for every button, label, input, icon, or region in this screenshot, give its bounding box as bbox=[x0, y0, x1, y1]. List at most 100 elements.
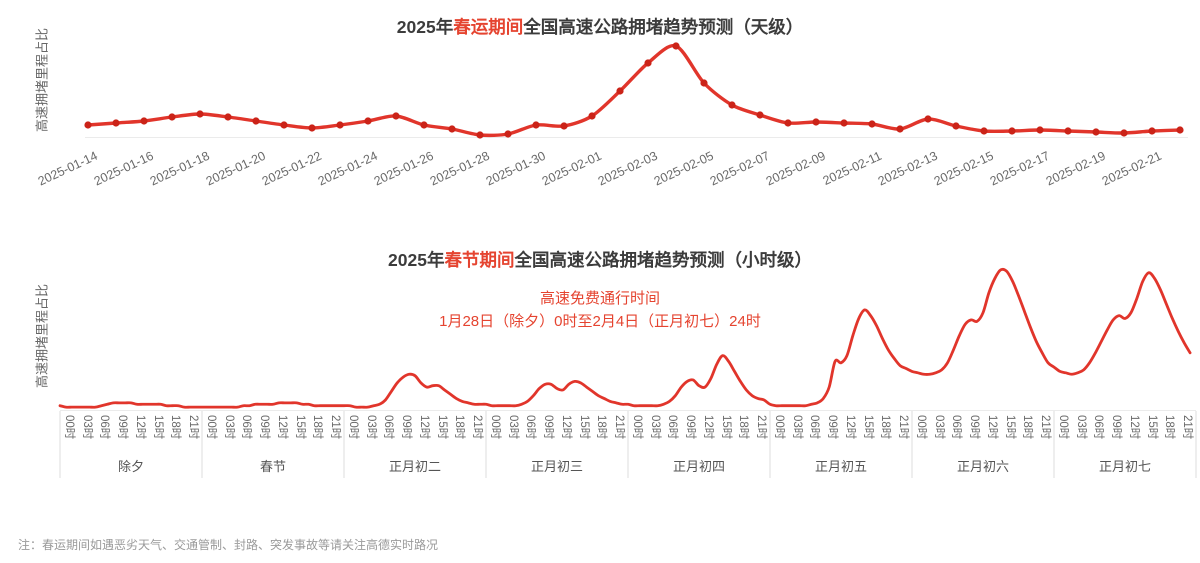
daily-data-point bbox=[896, 125, 904, 133]
hour-tick-label: 15时 bbox=[1145, 415, 1158, 440]
daily-x-tick-label: 2025-01-20 bbox=[203, 148, 268, 189]
hourly-title-highlight: 春节期间 bbox=[444, 250, 515, 270]
hour-tick-label: 09时 bbox=[684, 415, 697, 440]
daily-x-tick-label: 2025-02-19 bbox=[1043, 148, 1108, 189]
daily-x-tick-label: 2025-02-21 bbox=[1099, 148, 1164, 189]
hour-tick-label: 21时 bbox=[897, 415, 910, 440]
daily-data-point bbox=[672, 42, 680, 50]
hour-tick-label: 12时 bbox=[275, 415, 288, 440]
daily-y-axis-label: 高速拥堵里程占比 bbox=[34, 27, 50, 133]
daily-data-point bbox=[364, 117, 372, 125]
daily-x-tick-label: 2025-02-15 bbox=[931, 148, 996, 189]
daily-data-point bbox=[1092, 128, 1100, 136]
hour-tick-label: 06时 bbox=[98, 415, 111, 440]
daily-data-point bbox=[728, 101, 736, 109]
hour-tick-label: 00时 bbox=[914, 415, 927, 440]
daily-data-point bbox=[140, 117, 148, 125]
daily-data-points bbox=[84, 42, 1184, 139]
daily-x-tick-label: 2025-02-11 bbox=[820, 148, 884, 189]
daily-data-point bbox=[252, 117, 260, 125]
daily-x-tick-label: 2025-02-09 bbox=[763, 148, 828, 189]
hour-tick-label: 06时 bbox=[1092, 415, 1105, 440]
hour-tick-label: 21时 bbox=[755, 415, 768, 440]
daily-data-point bbox=[616, 87, 624, 95]
toll-free-annotation: 高速免费通行时间 1月28日（除夕）0时至2月4日（正月初七）24时 bbox=[0, 287, 1200, 333]
daily-x-tick-label: 2025-01-30 bbox=[483, 148, 548, 189]
hourly-chart-title: 2025年春节期间全国高速公路拥堵趋势预测（小时级） bbox=[0, 247, 1200, 272]
hour-tick-label: 12时 bbox=[843, 415, 856, 440]
toll-free-annotation-line1: 高速免费通行时间 bbox=[539, 290, 660, 307]
daily-data-point bbox=[476, 131, 484, 139]
hourly-title-prefix: 2025年 bbox=[388, 250, 445, 270]
hour-tick-label: 18时 bbox=[453, 415, 466, 440]
daily-x-tick-label: 2025-02-17 bbox=[987, 148, 1052, 189]
hour-tick-label: 12时 bbox=[1127, 415, 1140, 440]
hour-tick-label: 18时 bbox=[737, 415, 750, 440]
hour-tick-label: 21时 bbox=[187, 415, 200, 440]
hour-tick-label: 15时 bbox=[1003, 415, 1016, 440]
daily-x-tick-label: 2025-01-26 bbox=[371, 148, 436, 189]
daily-data-point bbox=[1148, 127, 1156, 135]
footnote: 注：春运期间如遇恶劣天气、交通管制、封路、突发事故等请关注高德实时路况 bbox=[18, 538, 439, 552]
daily-data-point bbox=[1176, 126, 1184, 134]
daily-data-point bbox=[560, 122, 568, 130]
hour-tick-label: 00时 bbox=[204, 415, 217, 440]
hour-tick-label: 03时 bbox=[222, 415, 235, 440]
hour-tick-label: 03时 bbox=[1074, 415, 1087, 440]
daily-x-tick-label: 2025-01-18 bbox=[147, 148, 212, 189]
daily-data-point bbox=[308, 124, 316, 132]
hour-tick-label: 18时 bbox=[1021, 415, 1034, 440]
daily-data-point bbox=[84, 121, 92, 129]
daily-data-point bbox=[504, 130, 512, 138]
hour-tick-label: 00时 bbox=[772, 415, 785, 440]
daily-x-tick-label: 2025-01-24 bbox=[315, 148, 380, 189]
daily-data-point bbox=[280, 121, 288, 129]
hour-tick-label: 00时 bbox=[1056, 415, 1069, 440]
daily-data-point bbox=[112, 119, 120, 127]
daily-title-highlight: 春运期间 bbox=[453, 17, 524, 37]
hour-tick-label: 21时 bbox=[471, 415, 484, 440]
daily-x-tick-label: 2025-02-07 bbox=[707, 148, 772, 189]
daily-data-point bbox=[420, 121, 428, 129]
daily-data-point bbox=[1008, 127, 1016, 135]
hour-tick-label: 03时 bbox=[648, 415, 661, 440]
hour-tick-label: 09时 bbox=[400, 415, 413, 440]
hour-tick-label: 18时 bbox=[879, 415, 892, 440]
daily-data-point bbox=[756, 111, 764, 119]
daily-data-point bbox=[532, 121, 540, 129]
day-group-label: 正月初七 bbox=[1098, 459, 1151, 474]
hour-tick-label: 21时 bbox=[1039, 415, 1052, 440]
daily-data-point bbox=[1036, 126, 1044, 134]
hour-tick-label: 00时 bbox=[62, 415, 75, 440]
day-group-label: 正月初二 bbox=[388, 459, 441, 474]
hour-tick-label: 12时 bbox=[417, 415, 430, 440]
daily-data-point bbox=[168, 113, 176, 121]
daily-data-point bbox=[840, 119, 848, 127]
hour-tick-label: 06时 bbox=[666, 415, 679, 440]
daily-x-tick-label: 2025-01-28 bbox=[427, 148, 492, 189]
hour-tick-label: 03时 bbox=[80, 415, 93, 440]
daily-data-point bbox=[812, 118, 820, 126]
hourly-title-suffix: 全国高速公路拥堵趋势预测（小时级） bbox=[514, 250, 812, 270]
hour-tick-label: 15时 bbox=[861, 415, 874, 440]
hour-tick-label: 06时 bbox=[240, 415, 253, 440]
hour-tick-label: 15时 bbox=[293, 415, 306, 440]
hour-tick-label: 03时 bbox=[364, 415, 377, 440]
daily-x-tick-label: 2025-02-05 bbox=[651, 148, 716, 189]
daily-x-tick-label: 2025-01-16 bbox=[91, 148, 156, 189]
hour-tick-label: 15时 bbox=[151, 415, 164, 440]
daily-data-point bbox=[588, 112, 596, 120]
daily-title-prefix: 2025年 bbox=[396, 17, 454, 37]
hour-tick-label: 03时 bbox=[932, 415, 945, 440]
daily-data-point bbox=[392, 112, 400, 120]
hour-tick-label: 09时 bbox=[116, 415, 129, 440]
day-group-label: 正月初六 bbox=[956, 459, 1009, 474]
hour-tick-label: 21时 bbox=[1181, 415, 1194, 440]
hour-tick-label: 09时 bbox=[968, 415, 981, 440]
daily-x-tick-label: 2025-02-03 bbox=[595, 148, 660, 189]
hour-tick-label: 15时 bbox=[435, 415, 448, 440]
hour-tick-label: 21时 bbox=[613, 415, 626, 440]
day-group-label: 春节 bbox=[259, 459, 286, 474]
